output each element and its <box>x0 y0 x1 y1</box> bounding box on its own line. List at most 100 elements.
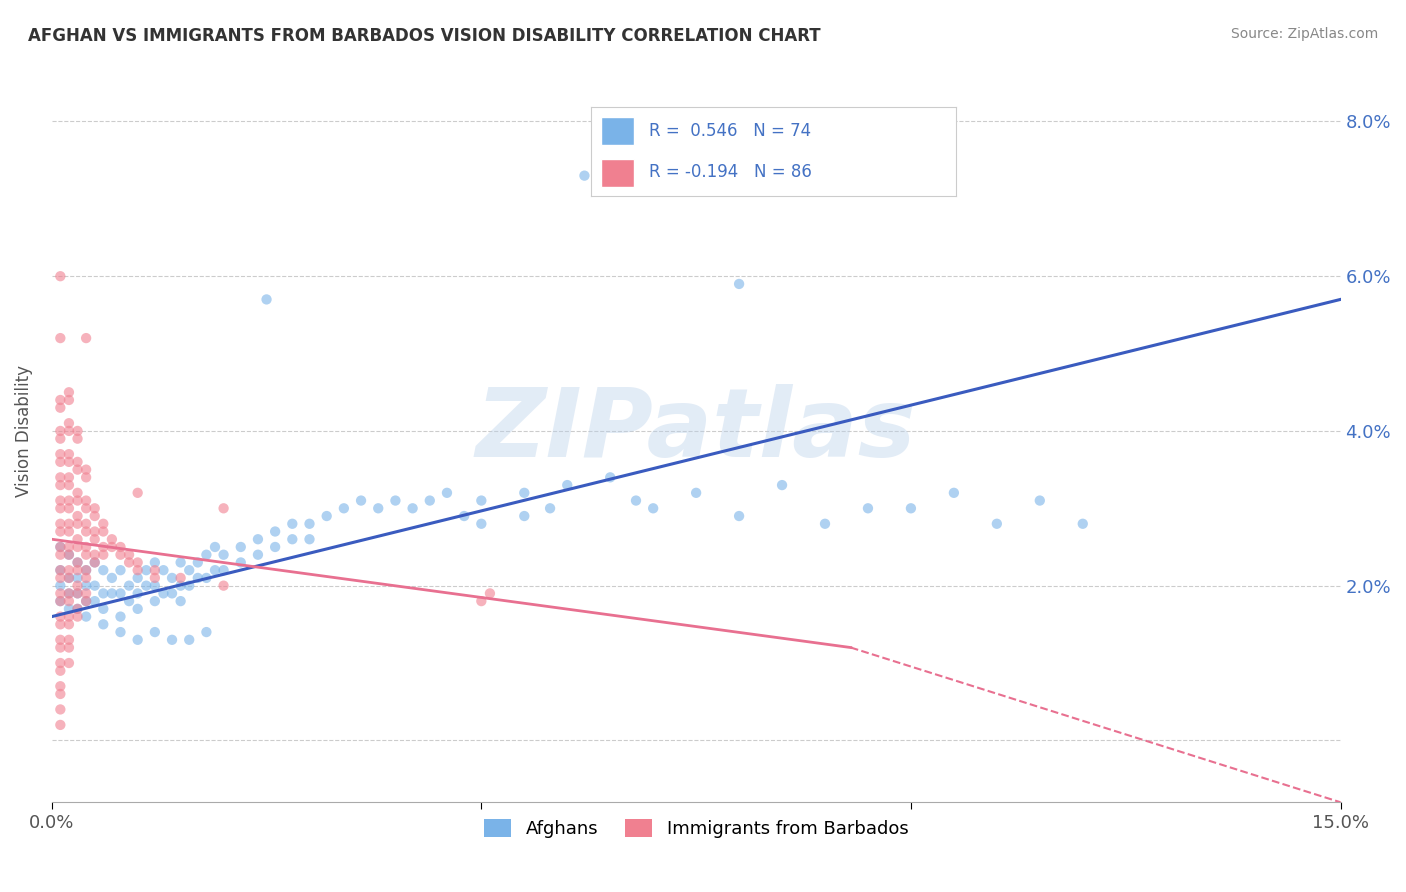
Point <box>58 540 80 554</box>
Point <box>66 493 89 508</box>
Point <box>66 556 89 570</box>
Point <box>58 501 80 516</box>
Point <box>49 424 72 438</box>
Legend: Afghans, Immigrants from Barbados: Afghans, Immigrants from Barbados <box>477 812 915 846</box>
Point <box>49 516 72 531</box>
Point <box>152 563 174 577</box>
Point <box>599 470 621 484</box>
Point <box>256 293 278 307</box>
Point <box>315 509 337 524</box>
Point <box>187 556 209 570</box>
Text: AFGHAN VS IMMIGRANTS FROM BARBADOS VISION DISABILITY CORRELATION CHART: AFGHAN VS IMMIGRANTS FROM BARBADOS VISIO… <box>28 27 821 45</box>
Point <box>83 533 105 547</box>
Point <box>75 548 97 562</box>
Point <box>384 493 406 508</box>
Point <box>624 493 647 508</box>
Point <box>160 586 183 600</box>
Text: R =  0.546   N = 74: R = 0.546 N = 74 <box>650 122 811 140</box>
Point <box>49 540 72 554</box>
Point <box>58 548 80 562</box>
Point <box>49 447 72 461</box>
Point <box>66 586 89 600</box>
Point <box>58 617 80 632</box>
Point <box>246 548 269 562</box>
Point <box>179 563 201 577</box>
Point <box>49 524 72 539</box>
Point <box>75 594 97 608</box>
Point <box>333 501 356 516</box>
Point <box>770 478 793 492</box>
Point <box>83 556 105 570</box>
Point <box>75 571 97 585</box>
Point <box>419 493 441 508</box>
Point <box>143 563 166 577</box>
Point <box>58 392 80 407</box>
Point <box>298 533 321 547</box>
Point <box>49 563 72 577</box>
Point <box>856 501 879 516</box>
Point <box>58 602 80 616</box>
Point <box>49 401 72 415</box>
Point <box>204 540 226 554</box>
Point <box>75 524 97 539</box>
Point <box>264 540 287 554</box>
Point <box>58 385 80 400</box>
Point <box>685 485 707 500</box>
Point <box>66 516 89 531</box>
Point <box>49 392 72 407</box>
Point <box>574 169 596 183</box>
Point <box>58 478 80 492</box>
Point <box>110 563 132 577</box>
Point <box>49 687 72 701</box>
Point <box>127 571 149 585</box>
Point <box>49 478 72 492</box>
Point <box>75 586 97 600</box>
Point <box>195 548 218 562</box>
Point <box>900 501 922 516</box>
Point <box>58 470 80 484</box>
Point <box>470 516 492 531</box>
Point <box>75 563 97 577</box>
Point <box>58 563 80 577</box>
Point <box>58 594 80 608</box>
Point <box>58 524 80 539</box>
Point <box>91 563 114 577</box>
Point <box>49 586 72 600</box>
Point <box>160 632 183 647</box>
Point <box>49 632 72 647</box>
Point <box>212 579 235 593</box>
Point <box>66 586 89 600</box>
Point <box>169 594 191 608</box>
Point <box>75 609 97 624</box>
Point <box>49 718 72 732</box>
Point <box>110 609 132 624</box>
Point <box>91 548 114 562</box>
Point <box>91 586 114 600</box>
Point <box>49 640 72 655</box>
Point <box>58 447 80 461</box>
Point <box>75 470 97 484</box>
Point <box>75 594 97 608</box>
Point <box>143 625 166 640</box>
Point <box>942 485 965 500</box>
Point <box>195 571 218 585</box>
Point <box>66 609 89 624</box>
Point <box>58 586 80 600</box>
Text: Source: ZipAtlas.com: Source: ZipAtlas.com <box>1230 27 1378 41</box>
Point <box>143 571 166 585</box>
Point <box>1071 516 1094 531</box>
Point <box>58 416 80 430</box>
Point <box>49 579 72 593</box>
Point <box>66 462 89 476</box>
Point <box>49 331 72 345</box>
Point <box>66 602 89 616</box>
Point <box>66 432 89 446</box>
Point <box>66 602 89 616</box>
Point <box>66 540 89 554</box>
Point <box>58 571 80 585</box>
Point <box>66 556 89 570</box>
Point <box>49 548 72 562</box>
Point <box>160 571 183 585</box>
Point <box>728 509 751 524</box>
Point <box>135 579 157 593</box>
